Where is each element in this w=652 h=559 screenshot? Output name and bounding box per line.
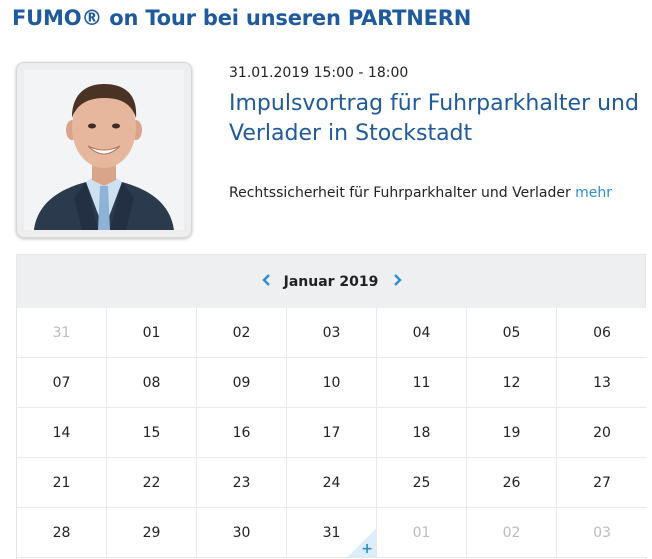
calendar-day-number: 24: [322, 474, 341, 491]
calendar-day-number: 08: [142, 374, 161, 391]
calendar-day-number: 19: [502, 424, 521, 441]
calendar-day-number: 12: [502, 374, 521, 391]
calendar-day[interactable]: 01: [107, 308, 197, 358]
calendar-day[interactable]: 13: [557, 358, 647, 408]
calendar-day[interactable]: 12: [467, 358, 557, 408]
calendar-prev-button[interactable]: [259, 272, 275, 288]
calendar-day[interactable]: 03: [557, 508, 647, 558]
calendar-day-number: 02: [502, 524, 521, 541]
calendar-header: Januar 2019: [17, 255, 645, 308]
calendar-day-number: 01: [412, 524, 431, 541]
chevron-right-icon: [394, 274, 402, 286]
calendar-grid: 31 01 02 03 04 05 06 07 08 09 10 11 12 13 14 15 16 17 18 19…: [17, 308, 647, 558]
calendar-day-number: 13: [593, 374, 611, 391]
calendar-day-number: 14: [52, 424, 71, 441]
calendar-day[interactable]: 19: [467, 408, 557, 458]
speaker-portrait-icon: [24, 70, 184, 230]
calendar-day[interactable]: 03: [287, 308, 377, 358]
calendar-day-number: 20: [593, 424, 611, 441]
calendar-day[interactable]: 05: [467, 308, 557, 358]
calendar-day-number: 31: [322, 524, 341, 541]
calendar-day[interactable]: 24: [287, 458, 377, 508]
calendar-day-number: 02: [232, 324, 251, 341]
calendar-day[interactable]: 17: [287, 408, 377, 458]
calendar-day[interactable]: 06: [557, 308, 647, 358]
calendar-day-number: 07: [52, 374, 71, 391]
calendar-day-number: 27: [593, 474, 611, 491]
calendar-day-number: 29: [142, 524, 161, 541]
more-link[interactable]: mehr: [575, 185, 613, 201]
calendar-day-number: 25: [412, 474, 431, 491]
calendar-day-number: 26: [502, 474, 521, 491]
calendar-day[interactable]: 15: [107, 408, 197, 458]
calendar-day-number: 09: [232, 374, 251, 391]
calendar-day-number: 31: [52, 324, 71, 341]
calendar-day[interactable]: 07: [17, 358, 107, 408]
calendar-day-event[interactable]: 31 +: [287, 508, 377, 558]
calendar-month-label: Januar 2019: [283, 273, 379, 290]
calendar-day-number: 10: [322, 374, 341, 391]
event-marker-corner: [348, 529, 376, 557]
speaker-photo-frame: [16, 62, 192, 238]
event-description: Rechtssicherheit für Fuhrparkhalter und …: [229, 185, 612, 201]
calendar-day-number: 03: [593, 524, 611, 541]
event-description-text: Rechtssicherheit für Fuhrparkhalter und …: [229, 185, 571, 201]
calendar-day[interactable]: 20: [557, 408, 647, 458]
calendar-day-number: 18: [412, 424, 431, 441]
calendar-day[interactable]: 23: [197, 458, 287, 508]
calendar-day[interactable]: 14: [17, 408, 107, 458]
calendar-day-number: 23: [232, 474, 251, 491]
calendar-day[interactable]: 16: [197, 408, 287, 458]
calendar-day[interactable]: 27: [557, 458, 647, 508]
calendar-day-number: 06: [593, 324, 611, 341]
calendar-day[interactable]: 18: [377, 408, 467, 458]
speaker-photo: [24, 70, 184, 230]
calendar-day[interactable]: 29: [107, 508, 197, 558]
calendar-day[interactable]: 31: [17, 308, 107, 358]
calendar-day[interactable]: 01: [377, 508, 467, 558]
calendar-next-button[interactable]: [389, 272, 405, 288]
plus-icon[interactable]: +: [361, 541, 373, 557]
calendar-day[interactable]: 08: [107, 358, 197, 408]
calendar-day-number: 05: [502, 324, 521, 341]
calendar-day[interactable]: 26: [467, 458, 557, 508]
calendar-day[interactable]: 28: [17, 508, 107, 558]
calendar-day[interactable]: 22: [107, 458, 197, 508]
calendar-day-number: 16: [232, 424, 251, 441]
calendar-day-number: 01: [142, 324, 161, 341]
page-title: FUMO® on Tour bei unseren PARTNERN: [12, 6, 472, 30]
calendar-day[interactable]: 10: [287, 358, 377, 408]
event-datetime: 31.01.2019 15:00 - 18:00: [229, 65, 409, 81]
calendar-day-number: 28: [52, 524, 71, 541]
event-calendar: Januar 2019 31 01 02 03 04 05 06 07 08 09 10 11 12 13…: [16, 254, 647, 559]
calendar-day[interactable]: 02: [467, 508, 557, 558]
event-title[interactable]: Impulsvortrag für Fuhrparkhalter und Ver…: [229, 91, 639, 146]
calendar-day-number: 22: [142, 474, 161, 491]
calendar-day[interactable]: 21: [17, 458, 107, 508]
calendar-day[interactable]: 04: [377, 308, 467, 358]
calendar-day-number: 04: [412, 324, 431, 341]
calendar-day[interactable]: 02: [197, 308, 287, 358]
calendar-day[interactable]: 25: [377, 458, 467, 508]
chevron-left-icon: [262, 274, 270, 286]
calendar-day-number: 17: [322, 424, 341, 441]
calendar-day-number: 11: [412, 374, 431, 391]
calendar-day-number: 15: [142, 424, 161, 441]
calendar-day[interactable]: 11: [377, 358, 467, 408]
calendar-day-number: 30: [232, 524, 251, 541]
calendar-day-number: 03: [322, 324, 341, 341]
calendar-day-number: 21: [52, 474, 71, 491]
calendar-day[interactable]: 09: [197, 358, 287, 408]
calendar-day[interactable]: 30: [197, 508, 287, 558]
